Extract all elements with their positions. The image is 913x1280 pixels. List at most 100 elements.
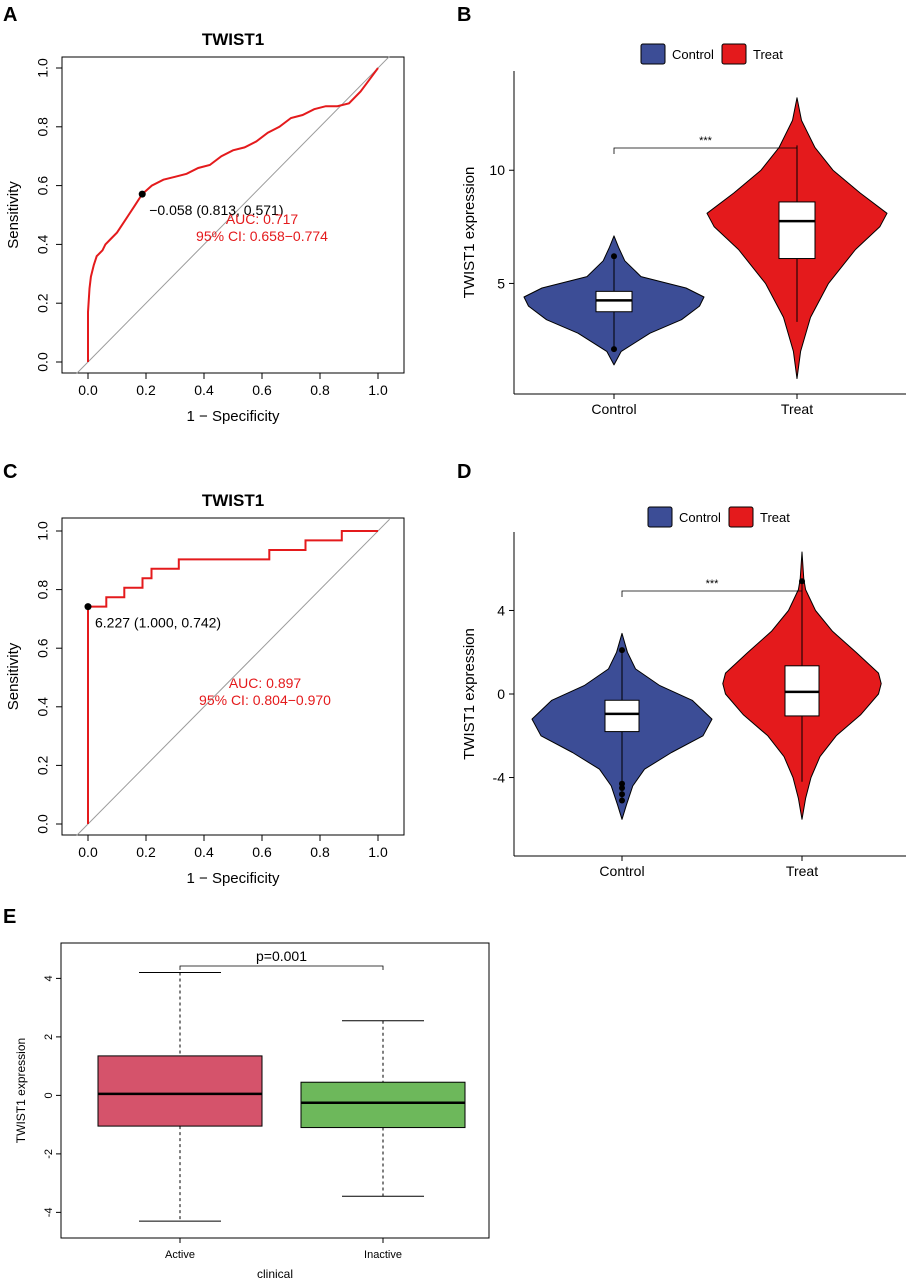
x-tick-label-treat: Treat [781, 401, 813, 417]
y-tick-label: 0.2 [35, 293, 51, 313]
roc-panel-c: TWIST1 0.0 0.2 0.4 0.6 0.8 1.0 0.0 0.2 0.4 0.6 0.8 1… [5, 491, 405, 887]
box-active [97, 1055, 263, 1127]
legend-label-control: Control [672, 47, 714, 62]
panel-letter-d: D [457, 461, 471, 483]
outlier-point [619, 784, 625, 791]
cutoff-label: −0.058 (0.813, 0.571) [149, 202, 283, 218]
x-tick-label: 0.4 [194, 844, 214, 860]
p-value-label: p=0.001 [256, 948, 307, 964]
outlier-point [619, 780, 625, 787]
ci-label: 95% CI: 0.804−0.970 [199, 692, 331, 708]
x-tick-label: 1.0 [368, 844, 388, 860]
x-tick-label-control: Control [599, 863, 644, 879]
chart-title: TWIST1 [202, 30, 264, 49]
significance-bracket [621, 590, 803, 597]
outlier-point [619, 797, 625, 804]
significance-bracket [613, 147, 798, 154]
y-tick-label: 0.6 [35, 638, 51, 658]
panel-letter-e: E [3, 906, 16, 928]
x-tick-label: 1.0 [368, 382, 388, 398]
x-tick-label: 0.2 [136, 844, 156, 860]
violin-panel-d: Control Treat -4 0 4 TWIST1 expression Control… [461, 506, 906, 879]
x-tick-label-treat: Treat [786, 863, 818, 879]
y-tick-label: -2 [43, 1149, 55, 1159]
x-tick-label: 0.8 [310, 382, 330, 398]
legend-swatch-treat [721, 43, 747, 65]
x-tick-label: 0.4 [194, 382, 214, 398]
x-tick-label-active: Active [165, 1249, 195, 1261]
y-tick-label: 4 [497, 602, 505, 618]
box-treat [778, 201, 816, 260]
y-tick-label: -4 [493, 770, 506, 786]
boxplot-panel-e: -4 -2 0 2 4 TWIST1 expression clinical Active In… [14, 942, 490, 1280]
plot-frame [61, 517, 405, 836]
significance-label: *** [699, 135, 713, 147]
roc-curve [87, 67, 379, 362]
y-tick-label: 0.0 [35, 814, 51, 834]
roc-panel-a: TWIST1 0.0 0.2 0.4 0.6 0.8 1.0 0.0 0.2 0.4 0.6 0.8 1… [5, 30, 405, 425]
box-control [604, 699, 640, 733]
outlier-point [799, 578, 805, 585]
x-tick-label: 0.6 [252, 382, 272, 398]
cutoff-point [84, 603, 92, 611]
plot-frame [61, 56, 405, 374]
y-tick-label: 0.8 [35, 580, 51, 600]
y-axis-label: TWIST1 expression [461, 628, 478, 760]
x-axis-label: clinical [257, 1267, 293, 1280]
x-tick-label: 0.6 [252, 844, 272, 860]
y-axis-label: Sensitivity [5, 642, 22, 710]
violin-panel-b: Control Treat 5 10 TWIST1 expression Control T… [461, 43, 906, 417]
x-tick-label-inactive: Inactive [364, 1249, 402, 1261]
significance-bracket [179, 965, 384, 970]
y-tick-label: 5 [497, 275, 505, 291]
legend-swatch-control [640, 43, 666, 65]
outlier-point [619, 647, 625, 654]
y-axis-label: TWIST1 expression [14, 1038, 28, 1143]
cutoff-label: 6.227 (1.000, 0.742) [95, 615, 221, 631]
y-tick-label: 0.4 [35, 234, 51, 254]
y-tick-label: 0 [497, 686, 505, 702]
diagonal-reference-line [76, 518, 390, 837]
x-tick-label: 0.2 [136, 382, 156, 398]
y-axis-label: Sensitivity [5, 181, 22, 249]
legend-swatch-control [647, 506, 673, 528]
outlier-point [619, 791, 625, 798]
chart-title: TWIST1 [202, 491, 264, 510]
y-tick-label: 0.0 [35, 352, 51, 372]
y-tick-label: 1.0 [35, 521, 51, 541]
y-tick-label: 0.6 [35, 176, 51, 196]
diagonal-reference-line [76, 55, 390, 375]
y-tick-label: 10 [489, 162, 505, 178]
outlier-point [611, 253, 617, 260]
y-tick-label: -4 [43, 1207, 55, 1217]
plot-frame [60, 942, 490, 1239]
x-tick-label: 0.0 [78, 844, 98, 860]
legend-label-control: Control [679, 510, 721, 525]
y-axis-label: TWIST1 expression [461, 167, 478, 299]
x-axis-label: 1 − Specificity [187, 870, 280, 887]
ci-label: 95% CI: 0.658−0.774 [196, 228, 328, 244]
panel-letter-c: C [3, 461, 17, 483]
legend-label-treat: Treat [753, 47, 783, 62]
cutoff-point [138, 190, 146, 198]
legend-label-treat: Treat [760, 510, 790, 525]
y-tick-label: 2 [43, 1034, 55, 1040]
y-tick-label: 0.8 [35, 117, 51, 137]
auc-label: AUC: 0.717 [226, 211, 299, 227]
panel-letter-a: A [3, 4, 17, 26]
y-tick-label: 1.0 [35, 58, 51, 78]
outlier-point [611, 346, 617, 353]
legend-swatch-treat [728, 506, 754, 528]
y-tick-label: 0 [43, 1092, 55, 1098]
box-inactive [300, 1081, 466, 1129]
x-tick-label: 0.0 [78, 382, 98, 398]
panel-letter-b: B [457, 4, 471, 26]
x-tick-label: 0.8 [310, 844, 330, 860]
y-tick-label: 0.2 [35, 755, 51, 775]
x-tick-label-control: Control [591, 401, 636, 417]
y-tick-label: 0.4 [35, 697, 51, 717]
y-tick-label: 4 [43, 975, 55, 981]
roc-curve [87, 530, 378, 824]
auc-label: AUC: 0.897 [229, 675, 302, 691]
